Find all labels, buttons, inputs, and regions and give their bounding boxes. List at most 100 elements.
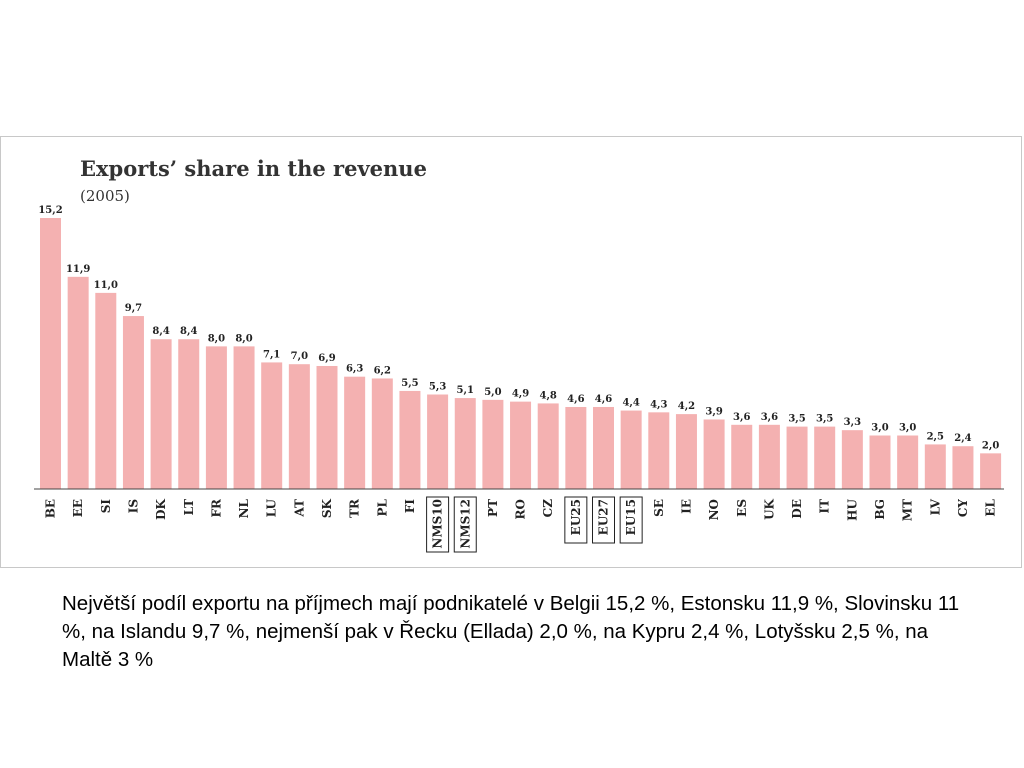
value-label-mt: 3,0	[899, 423, 916, 434]
tick-label-cz: CZ	[541, 499, 555, 518]
bar-eu15	[620, 410, 642, 489]
value-label-lu: 7,1	[263, 349, 280, 360]
value-label-cy: 2,4	[954, 433, 971, 444]
tick-box-nms12	[453, 496, 477, 553]
value-label-at: 7,0	[291, 351, 308, 362]
tick-label-at: AT	[292, 499, 306, 518]
chart-title: Exports’ share in the revenue	[80, 156, 427, 181]
tick-label-eu25: EU25	[569, 499, 583, 535]
tick-label-it: IT	[818, 499, 832, 514]
value-label-tr: 6,3	[346, 364, 363, 375]
tick-box-eu25	[564, 496, 588, 544]
tick-label-ee: EE	[71, 499, 85, 517]
tick-label-se: SE	[652, 499, 666, 517]
tick-label-de: DE	[790, 499, 804, 519]
value-label-bg: 3,0	[871, 423, 888, 434]
bar-nms12	[454, 398, 476, 489]
value-label-fr: 8,0	[208, 333, 225, 344]
bar-sk	[316, 365, 338, 489]
bar-pl	[371, 378, 393, 489]
tick-label-eu15: EU15	[624, 499, 638, 535]
tick-label-bg: BG	[873, 499, 887, 520]
bar-es	[731, 424, 753, 489]
value-label-eu27: 4,6	[595, 394, 612, 405]
bar-be	[40, 218, 61, 489]
chart-subtitle: (2005)	[80, 187, 130, 205]
value-label-no: 3,9	[705, 406, 722, 417]
value-label-es: 3,6	[733, 412, 750, 423]
value-label-pt: 5,0	[484, 387, 501, 398]
tick-label-lt: LT	[182, 499, 196, 515]
bar-dk	[150, 339, 172, 489]
bar-nms10	[427, 394, 449, 489]
value-label-is: 9,7	[125, 303, 142, 314]
tick-label-be: BE	[44, 499, 58, 518]
bar-ee	[67, 276, 89, 489]
bar-tr	[344, 376, 366, 489]
tick-box-nms10	[426, 496, 450, 553]
tick-label-mt: MT	[901, 499, 915, 521]
value-label-ie: 4,2	[678, 401, 695, 412]
bars-layer: 15,2 BE 11,9 EE 11,0 SI 9,7 IS 8,4 DK 8,4 LT 8,0 FR 8,…	[38, 205, 1002, 553]
tick-label-tr: TR	[348, 498, 362, 518]
value-label-be: 15,2	[38, 205, 62, 216]
value-label-cz: 4,8	[539, 390, 556, 401]
bar-eu25	[565, 406, 587, 489]
bar-se	[648, 412, 670, 489]
value-label-se: 4,3	[650, 399, 667, 410]
value-label-lv: 2,5	[927, 431, 944, 442]
bar-pt	[482, 399, 504, 489]
tick-label-ro: RO	[514, 499, 528, 519]
value-label-si: 11,0	[94, 280, 118, 291]
bar-nl	[233, 346, 255, 489]
tick-label-fr: FR	[209, 498, 223, 518]
tick-label-nl: NL	[237, 498, 251, 518]
bar-it	[814, 426, 836, 489]
value-label-dk: 8,4	[152, 326, 169, 337]
bar-ie	[675, 414, 697, 489]
bar-fi	[399, 390, 421, 489]
tick-label-pl: PL	[375, 498, 389, 516]
bar-de	[786, 426, 808, 489]
tick-label-pt: PT	[486, 499, 500, 517]
value-label-pl: 6,2	[374, 365, 391, 376]
value-label-uk: 3,6	[761, 412, 778, 423]
bar-mt	[897, 435, 919, 489]
tick-label-uk: UK	[762, 498, 776, 519]
tick-label-ie: IE	[679, 499, 693, 514]
tick-label-hu: HU	[845, 498, 859, 520]
bar-uk	[758, 424, 780, 489]
tick-label-fi: FI	[403, 499, 417, 514]
bar-fr	[205, 346, 227, 489]
tick-label-lv: LV	[928, 498, 942, 515]
tick-box-eu27	[592, 496, 615, 544]
bar-no	[703, 419, 725, 489]
bar-bg	[869, 435, 891, 489]
bar-el	[980, 453, 1002, 489]
value-label-el: 2,0	[982, 440, 999, 451]
tick-label-dk: DK	[154, 498, 168, 519]
tick-label-cy: CY	[956, 499, 970, 518]
bar-si	[95, 292, 117, 489]
value-label-sk: 6,9	[318, 353, 335, 364]
tick-box-eu15	[619, 496, 643, 544]
value-label-lt: 8,4	[180, 326, 197, 337]
value-label-nms12: 5,1	[457, 385, 474, 396]
tick-label-sk: SK	[320, 498, 334, 518]
bar-eu27	[593, 406, 614, 489]
value-label-hu: 3,3	[844, 417, 861, 428]
value-label-de: 3,5	[788, 414, 805, 425]
tick-label-si: SI	[99, 499, 113, 514]
value-label-fi: 5,5	[401, 378, 418, 389]
slide-caption: Největší podíl exportu na příjmech mají …	[62, 592, 960, 671]
tick-label-lu: LU	[265, 498, 279, 517]
bar-lv	[924, 444, 946, 489]
value-label-nl: 8,0	[235, 333, 252, 344]
tick-label-nms12: NMS12	[458, 499, 472, 549]
bar-lu	[261, 362, 283, 489]
tick-label-el: EL	[984, 498, 998, 516]
tick-label-es: ES	[735, 499, 749, 517]
tick-label-eu27: EU27	[597, 499, 611, 535]
value-label-eu25: 4,6	[567, 394, 584, 405]
